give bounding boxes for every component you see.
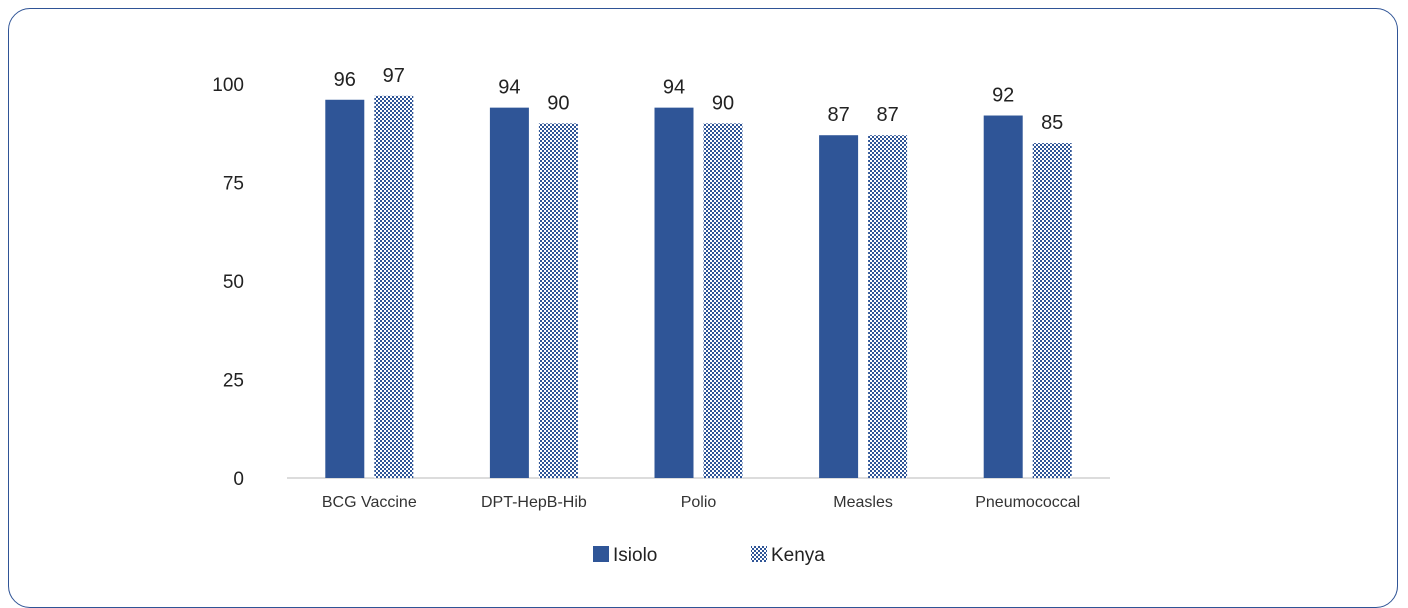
- data-label: 97: [383, 65, 405, 87]
- data-label: 87: [827, 104, 849, 126]
- bar-kenya-3: [868, 135, 908, 478]
- y-tick-label: 0: [233, 469, 244, 490]
- x-category-label: BCG Vaccine: [322, 494, 417, 511]
- data-label: 94: [498, 77, 520, 99]
- bar-isiolo-2: [654, 107, 694, 478]
- data-label: 96: [334, 69, 356, 91]
- data-label: 92: [992, 85, 1014, 107]
- y-tick-label: 50: [223, 272, 244, 293]
- bar-isiolo-0: [325, 99, 365, 478]
- legend-label-kenya: Kenya: [771, 545, 825, 566]
- legend-label-isiolo: Isiolo: [613, 545, 657, 566]
- legend-swatch-kenya: [751, 546, 767, 562]
- bar-isiolo-3: [819, 135, 859, 478]
- bar-isiolo-4: [983, 115, 1023, 479]
- x-category-label: DPT-HepB-Hib: [481, 494, 587, 511]
- bar-kenya-0: [374, 95, 414, 478]
- y-tick-label: 75: [223, 174, 244, 195]
- bar-kenya-1: [538, 123, 578, 479]
- data-label: 87: [876, 104, 898, 126]
- x-category-label: Pneumococcal: [975, 494, 1080, 511]
- data-label: 85: [1041, 112, 1063, 134]
- data-label: 94: [663, 77, 685, 99]
- bar-kenya-4: [1032, 143, 1072, 478]
- vaccination-coverage-chart: 0 25 50 75 100 96 97 94 90 94 90 87 87 92 85 BCG Vacc…: [212, 65, 1110, 566]
- bar-isiolo-1: [489, 107, 529, 478]
- legend-swatch-isiolo: [593, 546, 609, 562]
- x-category-label: Measles: [833, 494, 893, 511]
- y-tick-label: 25: [223, 371, 244, 392]
- x-category-label: Polio: [681, 494, 717, 511]
- y-tick-label: 100: [212, 75, 244, 96]
- data-label: 90: [547, 92, 569, 114]
- bar-kenya-2: [703, 123, 743, 479]
- data-label: 90: [712, 92, 734, 114]
